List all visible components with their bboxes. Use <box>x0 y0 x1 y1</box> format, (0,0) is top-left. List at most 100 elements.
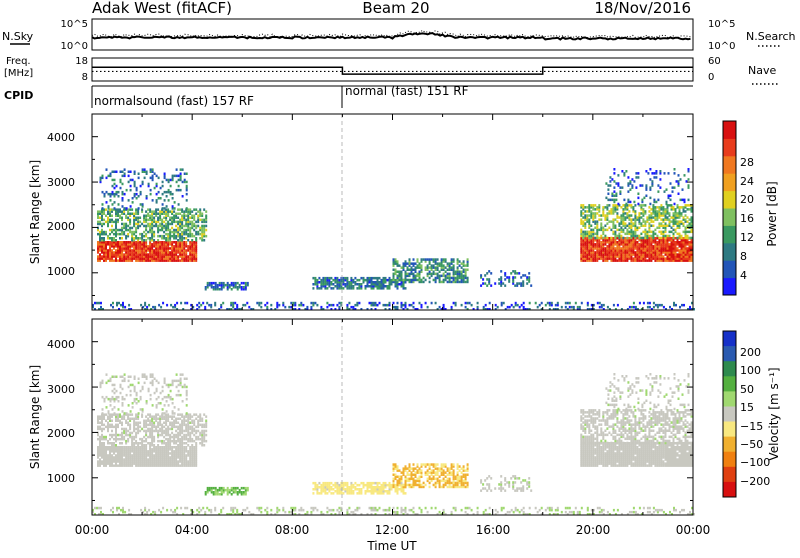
power-echo-cell <box>649 197 651 200</box>
power-echo-cell <box>122 205 124 208</box>
power-echo-cell <box>599 306 601 309</box>
power-echo-cell <box>379 302 381 305</box>
velocity-echo-cell <box>101 442 103 445</box>
velocity-echo-cell <box>189 426 191 429</box>
velocity-echo-cell <box>132 406 134 409</box>
power-echo-cell <box>131 249 133 252</box>
power-echo-cell <box>96 302 98 305</box>
power-echo-cell <box>176 181 178 184</box>
power-echo-cell <box>352 285 354 288</box>
power-echo-cell <box>142 168 144 171</box>
power-echo-cell <box>682 199 684 202</box>
velocity-echo-cell <box>229 489 231 492</box>
velocity-echo-cell <box>154 378 156 381</box>
power-echo-cell <box>429 277 431 280</box>
power-echo-cell <box>107 210 109 213</box>
power-echo-cell <box>642 237 644 240</box>
velocity-echo-cell <box>172 398 174 401</box>
power-echo-cell <box>173 241 175 244</box>
power-echo-cell <box>124 173 126 176</box>
power-echo-cell <box>684 199 686 202</box>
power-echo-cell <box>645 195 647 198</box>
power-echo-cell <box>354 277 356 280</box>
velocity-echo-cell <box>129 446 131 449</box>
power-echo-cell <box>205 215 207 218</box>
power-echo-cell <box>180 302 182 305</box>
power-echo-cell <box>101 237 103 240</box>
power-echo-cell <box>455 302 457 305</box>
velocity-echo-cell <box>117 434 119 437</box>
velocity-echo-cell <box>131 436 133 439</box>
power-echo-cell <box>356 302 358 305</box>
power-echo-cell <box>157 217 159 220</box>
power-echo-cell <box>160 187 162 190</box>
power-echo-cell <box>401 266 403 269</box>
velocity-echo-cell <box>144 382 146 385</box>
velocity-echo-cell <box>131 454 133 457</box>
power-echo-cell <box>138 195 140 198</box>
power-echo-cell <box>130 189 132 192</box>
power-echo-cell <box>685 218 687 221</box>
power-echo-cell <box>671 231 673 234</box>
power-echo-cell <box>421 304 423 307</box>
power-echo-cell <box>443 264 445 267</box>
power-cb-tick-16: 16 <box>740 212 754 225</box>
velocity-echo-cell <box>171 415 173 418</box>
power-echo-cell <box>423 258 425 261</box>
power-echo-cell <box>573 306 575 309</box>
power-echo-cell <box>629 201 631 204</box>
power-echo-cell <box>97 241 99 244</box>
power-echo-cell <box>447 262 449 265</box>
power-echo-cell <box>184 173 186 176</box>
power-echo-cell <box>320 279 322 282</box>
power-echo-cell <box>631 184 633 187</box>
velocity-echo-cell <box>213 491 215 494</box>
power-echo-cell <box>131 208 133 211</box>
power-echo-cell <box>332 304 334 307</box>
velocity-echo-cell <box>123 428 125 431</box>
power-echo-cell <box>668 172 670 175</box>
power-echo-cell <box>102 207 104 210</box>
power-echo-cell <box>682 188 684 191</box>
power-echo-cell <box>455 277 457 280</box>
velocity-echo-cell <box>103 424 105 427</box>
power-echo-cell <box>172 197 174 200</box>
power-echo-cell <box>197 231 199 234</box>
power-echo-cell <box>207 282 209 285</box>
power-echo-cell <box>256 302 258 305</box>
power-echo-cell <box>247 282 249 285</box>
power-echo-cell <box>582 204 584 207</box>
power-echo-cell <box>614 231 616 234</box>
power-echo-cell <box>640 212 642 215</box>
velocity-echo-cell <box>175 430 177 433</box>
power-echo-cell <box>158 191 160 194</box>
cpid-label: CPID <box>4 89 33 102</box>
power-echo-cell <box>678 193 680 196</box>
power-echo-cell <box>607 193 609 196</box>
power-echo-cell <box>119 233 121 236</box>
velocity-echo-cell <box>205 434 207 437</box>
power-echo-cell <box>352 306 354 309</box>
power-echo-cell <box>172 193 174 196</box>
velocity-echo-cell <box>346 482 348 485</box>
power-echo-cell <box>348 302 350 305</box>
power-echo-cell <box>688 178 690 181</box>
power-echo-cell <box>387 279 389 282</box>
power-echo-cell <box>203 239 205 242</box>
power-echo-cell <box>606 204 608 207</box>
velocity-echo-cell <box>219 487 221 490</box>
power-echo-cell <box>419 302 421 305</box>
velocity-echo-cell <box>201 430 203 433</box>
power-echo-cell <box>171 217 173 220</box>
power-echo-cell <box>666 188 668 191</box>
velocity-echo-cell <box>153 436 155 439</box>
power-echo-cell <box>504 278 506 281</box>
velocity-echo-cell <box>139 426 141 429</box>
power-echo-cell <box>652 220 654 223</box>
power-echo-cell <box>495 304 497 307</box>
velocity-echo-cell <box>155 446 157 449</box>
power-echo-cell <box>174 201 176 204</box>
power-echo-cell <box>431 258 433 261</box>
power-echo-cell <box>486 278 488 281</box>
power-echo-cell <box>649 203 651 206</box>
